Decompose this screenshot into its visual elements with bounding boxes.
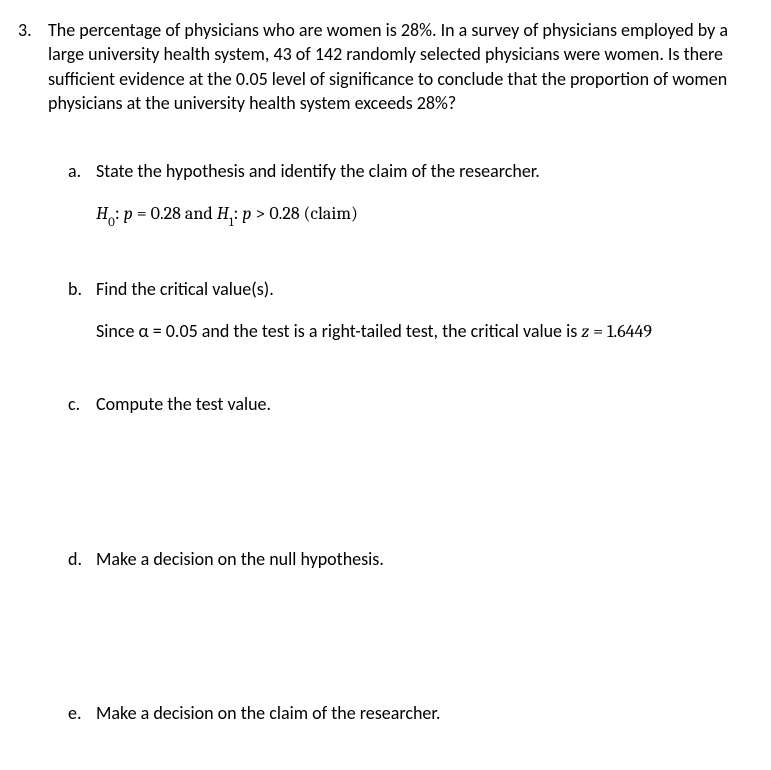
sym-z: z: [581, 321, 589, 342]
txt-b-pre: Since α = 0.05 and the test is a right-t…: [96, 320, 581, 342]
part-d: d. Make a decision on the null hypothesi…: [68, 547, 743, 571]
part-a-letter: a.: [68, 159, 96, 183]
problem-number: 3.: [18, 18, 48, 725]
problem-stem: The percentage of physicians who are wom…: [48, 18, 743, 115]
part-a: a. State the hypothesis and identify the…: [68, 159, 743, 183]
sym-H1-sub: 1: [229, 215, 234, 230]
part-b-letter: b.: [68, 277, 96, 301]
part-e-prompt: Make a decision on the claim of the rese…: [96, 701, 743, 725]
part-e-letter: e.: [68, 701, 96, 725]
txt-colon1: :: [115, 202, 124, 224]
txt-gt: > 0.28 (claim): [251, 203, 357, 224]
problem-body: The percentage of physicians who are wom…: [48, 18, 743, 725]
part-c-prompt: Compute the test value.: [96, 392, 743, 416]
part-c: c. Compute the test value.: [68, 392, 743, 416]
sym-H1-H: H: [217, 203, 229, 224]
part-e: e. Make a decision on the claim of the r…: [68, 701, 743, 725]
part-b-answer: Since α = 0.05 and the test is a right-t…: [96, 319, 743, 344]
part-b: b. Find the critical value(s).: [68, 277, 743, 301]
txt-b-post: = 1.6449: [589, 321, 652, 342]
sym-p1: p: [124, 203, 133, 224]
part-d-prompt: Make a decision on the null hypothesis.: [96, 547, 743, 571]
sym-H0-sub: 0: [108, 215, 115, 230]
part-a-prompt: State the hypothesis and identify the cl…: [96, 159, 743, 183]
problem-3: 3. The percentage of physicians who are …: [18, 18, 743, 725]
part-c-letter: c.: [68, 392, 96, 416]
sym-H0-H: H: [96, 203, 108, 224]
part-a-answer: H0: p = 0.28 and H1: p > 0.28 (claim): [96, 201, 743, 226]
part-b-prompt: Find the critical value(s).: [96, 277, 743, 301]
part-d-letter: d.: [68, 547, 96, 571]
txt-eq: = 0.28 and: [133, 203, 217, 224]
